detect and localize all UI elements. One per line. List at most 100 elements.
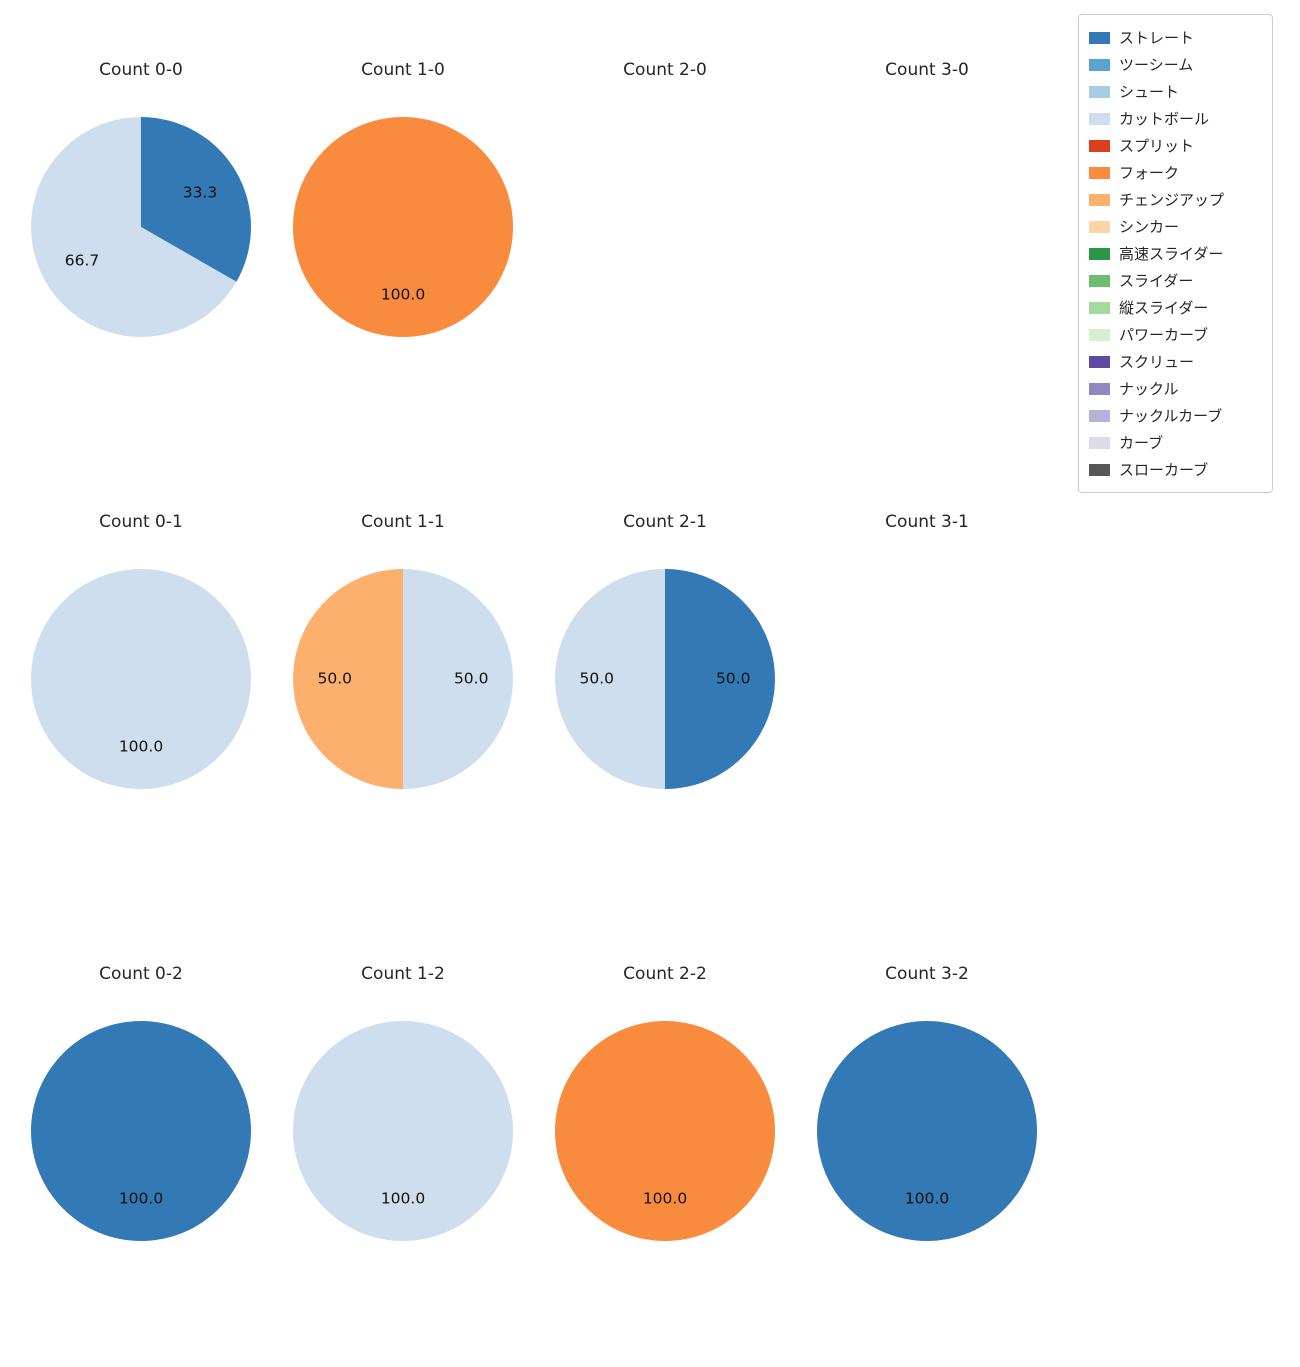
legend-item: スプリット bbox=[1089, 132, 1260, 159]
legend-swatch bbox=[1089, 247, 1110, 260]
pie-chart-cell: Count 0-1 100.0 bbox=[10, 463, 272, 915]
pie-chart-title: Count 0-1 bbox=[99, 512, 183, 532]
pie-slice-percent-label: 100.0 bbox=[905, 1190, 949, 1208]
legend-swatch bbox=[1089, 58, 1110, 71]
legend-item: ナックルカーブ bbox=[1089, 402, 1260, 429]
legend-item: カットボール bbox=[1089, 105, 1260, 132]
pie-slice bbox=[817, 1021, 1037, 1241]
pie-chart: 100.0 bbox=[31, 569, 251, 789]
legend-label: カットボール bbox=[1119, 110, 1210, 128]
pie-chart: 100.0 bbox=[293, 1021, 513, 1241]
pie-chart-title: Count 2-2 bbox=[623, 964, 707, 984]
pie-chart: 50.0 50.0 bbox=[293, 569, 513, 789]
legend-item: パワーカーブ bbox=[1089, 321, 1260, 348]
legend-label: スライダー bbox=[1119, 272, 1194, 290]
pie-chart-cell: Count 2-0 bbox=[534, 11, 796, 463]
legend-label: チェンジアップ bbox=[1119, 191, 1225, 209]
legend-swatch bbox=[1089, 301, 1110, 314]
pie-chart-cell: Count 2-2 100.0 bbox=[534, 915, 796, 1367]
legend-item: ストレート bbox=[1089, 24, 1260, 51]
pie-slice bbox=[555, 1021, 775, 1241]
legend-label: カーブ bbox=[1119, 434, 1164, 452]
legend-swatch bbox=[1089, 328, 1110, 341]
pie-chart: 50.0 50.0 bbox=[555, 569, 775, 789]
legend-swatch bbox=[1089, 112, 1110, 125]
legend-swatch bbox=[1089, 85, 1110, 98]
legend-item: 高速スライダー bbox=[1089, 240, 1260, 267]
legend-item: シンカー bbox=[1089, 213, 1260, 240]
legend-item: カーブ bbox=[1089, 429, 1260, 456]
pie-grid: Count 0-0 33.3 66.7 Count 1-0 100.0 Count 2-0… bbox=[10, 11, 1058, 1367]
pie-chart: 100.0 bbox=[555, 1021, 775, 1241]
pie-slice-percent-label: 100.0 bbox=[119, 1190, 163, 1208]
pie-chart-cell: Count 3-0 bbox=[796, 11, 1058, 463]
legend-label: スクリュー bbox=[1119, 353, 1195, 371]
pie-chart-title: Count 2-1 bbox=[623, 512, 707, 532]
legend-label: ナックル bbox=[1119, 380, 1179, 398]
legend-label: シンカー bbox=[1119, 218, 1180, 236]
pie-chart-title: Count 1-2 bbox=[361, 964, 445, 984]
legend-item: スクリュー bbox=[1089, 348, 1260, 375]
pie-slice-percent-label: 100.0 bbox=[381, 1190, 425, 1208]
pie-slice bbox=[293, 1021, 513, 1241]
legend: ストレートツーシームシュートカットボール スプリットフォークチェンジアップ シンカー… bbox=[1078, 14, 1273, 493]
pie-chart: 33.3 66.7 bbox=[31, 117, 252, 337]
legend-swatch bbox=[1089, 382, 1110, 395]
legend-swatch bbox=[1089, 355, 1110, 368]
legend-label: 縦スライダー bbox=[1119, 299, 1209, 317]
legend-swatch bbox=[1089, 220, 1110, 233]
legend-swatch bbox=[1089, 409, 1110, 422]
pie-chart: 100.0 bbox=[31, 1021, 251, 1241]
legend-swatch bbox=[1089, 274, 1110, 287]
legend-item: スライダー bbox=[1089, 267, 1260, 294]
pie-slice-percent-label: 100.0 bbox=[643, 1190, 687, 1208]
pie-chart: 100.0 bbox=[817, 1021, 1037, 1241]
legend-swatch bbox=[1089, 139, 1110, 152]
pie-slice-percent-label: 100.0 bbox=[381, 286, 425, 304]
legend-label: フォーク bbox=[1119, 164, 1180, 182]
pie-chart-cell: Count 1-0 100.0 bbox=[272, 11, 534, 463]
pie-chart-cell: Count 1-1 50.0 50.0 bbox=[272, 463, 534, 915]
pie-chart-title: Count 1-0 bbox=[361, 60, 445, 80]
legend-label: ストレート bbox=[1119, 29, 1195, 47]
legend-item: ツーシーム bbox=[1089, 51, 1260, 78]
pie-slice bbox=[141, 117, 252, 282]
legend-item: フォーク bbox=[1089, 159, 1260, 186]
legend-label: ツーシーム bbox=[1119, 56, 1194, 74]
pie-chart-cell: Count 2-1 50.0 50.0 bbox=[534, 463, 796, 915]
pie-chart-title: Count 3-1 bbox=[885, 512, 969, 532]
legend-label: パワーカーブ bbox=[1119, 326, 1209, 344]
pie-slice bbox=[293, 117, 513, 337]
legend-item: ナックル bbox=[1089, 375, 1260, 402]
pie-slice bbox=[665, 569, 775, 789]
legend-swatch bbox=[1089, 463, 1110, 476]
pie-chart-cell: Count 0-0 33.3 66.7 bbox=[10, 11, 272, 463]
pie-slice bbox=[31, 117, 237, 337]
pie-chart-title: Count 3-2 bbox=[885, 964, 969, 984]
legend-label: ナックルカーブ bbox=[1119, 407, 1223, 425]
legend-label: シュート bbox=[1119, 83, 1180, 101]
pie-slice bbox=[555, 569, 665, 789]
pie-chart-cell: Count 3-1 bbox=[796, 463, 1058, 915]
pie-slice bbox=[403, 569, 513, 789]
legend-item: シュート bbox=[1089, 78, 1260, 105]
pie-chart-cell: Count 0-2 100.0 bbox=[10, 915, 272, 1367]
legend-item: チェンジアップ bbox=[1089, 186, 1260, 213]
legend-item: 縦スライダー bbox=[1089, 294, 1260, 321]
pie-chart: 100.0 bbox=[293, 117, 513, 337]
pie-slice bbox=[31, 569, 251, 789]
legend-label: 高速スライダー bbox=[1119, 245, 1224, 263]
legend-swatch bbox=[1089, 31, 1110, 44]
legend-item: スローカーブ bbox=[1089, 456, 1260, 483]
pie-slice-percent-label: 100.0 bbox=[119, 738, 163, 756]
legend-label: スプリット bbox=[1119, 137, 1195, 155]
legend-swatch bbox=[1089, 193, 1110, 206]
pie-chart-title: Count 3-0 bbox=[885, 60, 969, 80]
legend-swatch bbox=[1089, 436, 1110, 449]
pie-slice bbox=[293, 569, 403, 789]
pie-chart-cell: Count 3-2 100.0 bbox=[796, 915, 1058, 1367]
pie-chart-title: Count 1-1 bbox=[361, 512, 445, 532]
pie-slice-percent-label: 50.0 bbox=[318, 670, 353, 688]
pie-chart-title: Count 0-2 bbox=[99, 964, 183, 984]
pie-chart-title: Count 2-0 bbox=[623, 60, 707, 80]
